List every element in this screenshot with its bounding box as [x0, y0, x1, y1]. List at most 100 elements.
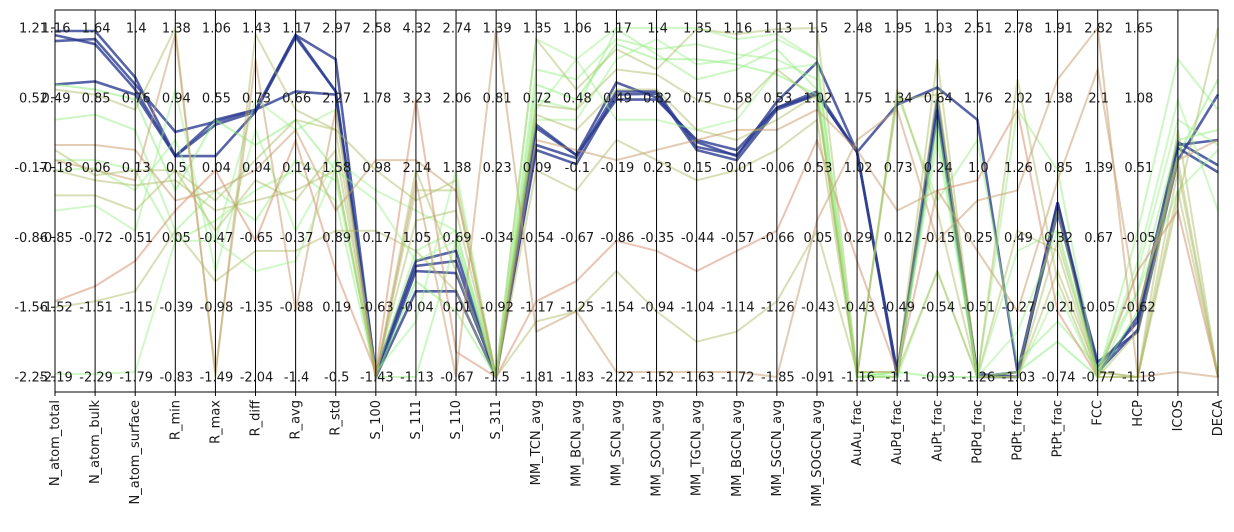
axis-22-tick-5: -0.93 — [921, 371, 955, 386]
axis-16-tick-4: -1.04 — [681, 301, 715, 316]
axis-24-tick-2: 1.26 — [1004, 161, 1033, 176]
axis-11-tick-3: -0.34 — [480, 231, 514, 246]
axis-name-14: MM_SCN_avg — [609, 400, 624, 486]
y-tick-label-3: -0.86 — [14, 231, 48, 246]
axis-name-11: S_311 — [489, 400, 504, 440]
axis-14-tick-0: 1.17 — [603, 22, 632, 37]
axis-25-tick-0: 1.91 — [1044, 22, 1073, 37]
series-line-15 — [55, 65, 1219, 378]
series-line-8 — [54, 37, 1219, 380]
axis-9-tick-4: -0.04 — [400, 301, 434, 316]
axis-9-tick-1: 3.23 — [402, 91, 431, 106]
axis-25-tick-3: 0.32 — [1044, 231, 1073, 246]
axis-14-tick-3: -0.86 — [601, 231, 635, 246]
axis-4-tick-2: 0.04 — [202, 161, 231, 176]
axis-17-tick-2: -0.01 — [721, 161, 755, 176]
axis-name-13: MM_BCN_avg — [569, 400, 584, 487]
axis-25-tick-2: 0.85 — [1044, 161, 1073, 176]
axis-7-tick-4: 0.19 — [322, 301, 351, 316]
axis-name-3: R_min — [168, 400, 183, 440]
axis-27-tick-4: -0.62 — [1122, 301, 1156, 316]
axis-19-tick-5: -0.91 — [801, 371, 835, 386]
axis-11-tick-2: 0.23 — [483, 161, 512, 176]
axis-0-tick-0: 1.16 — [42, 22, 71, 37]
series-line-12 — [54, 190, 1219, 379]
axis-0-tick-2: -0.18 — [39, 161, 73, 176]
axis-17-tick-0: 1.16 — [723, 22, 752, 37]
axis-3-tick-0: 1.38 — [162, 22, 191, 37]
axis-19-tick-1: 1.02 — [803, 91, 832, 106]
axis-16-tick-1: 0.75 — [683, 91, 712, 106]
axis-24-tick-0: 2.78 — [1004, 22, 1033, 37]
axis-5-tick-5: -2.04 — [240, 371, 274, 386]
axis-6-tick-2: 0.14 — [282, 161, 311, 176]
axis-10-tick-1: 2.06 — [443, 91, 472, 106]
axis-17-tick-4: -1.14 — [721, 301, 755, 316]
axis-20-tick-0: 2.48 — [844, 22, 873, 37]
axis-24-tick-1: 2.02 — [1004, 91, 1033, 106]
axis-12-tick-2: 0.09 — [523, 161, 552, 176]
axis-18-tick-4: -1.26 — [761, 301, 795, 316]
axis-6-tick-0: 1.17 — [282, 22, 311, 37]
axis-2-tick-3: -0.51 — [119, 231, 153, 246]
axis-17-tick-5: -1.72 — [721, 371, 755, 386]
axis-27-tick-2: 0.51 — [1124, 161, 1153, 176]
axis-12-tick-4: -1.17 — [520, 301, 554, 316]
axis-0-tick-1: 0.49 — [42, 91, 71, 106]
y-tick-label-0: 1.21 — [19, 22, 48, 37]
axis-1-tick-3: -0.72 — [79, 231, 113, 246]
axis-11-tick-5: -1.5 — [484, 371, 509, 386]
axis-name-4: R_max — [208, 400, 223, 444]
axis-1-tick-0: 1.64 — [82, 22, 111, 37]
axis-name-29: DECA — [1211, 400, 1226, 436]
series-line-17 — [55, 27, 1219, 381]
axis-name-9: S_111 — [409, 400, 424, 440]
axis-22-tick-1: 0.64 — [924, 91, 953, 106]
axis-13-tick-4: -1.25 — [561, 301, 595, 316]
axis-15-tick-4: -0.94 — [641, 301, 675, 316]
axis-0-tick-5: -2.19 — [39, 371, 73, 386]
axis-16-tick-2: 0.15 — [683, 161, 712, 176]
axis-20-tick-1: 1.75 — [844, 91, 873, 106]
axis-25-tick-1: 1.38 — [1044, 91, 1073, 106]
axis-3-tick-4: -0.39 — [159, 301, 193, 316]
axis-name-2: N_atom_surface — [128, 400, 143, 504]
axis-27-tick-0: 1.65 — [1124, 22, 1153, 37]
axis-5-tick-0: 1.43 — [242, 22, 271, 37]
axis-name-15: MM_SOCN_avg — [650, 400, 665, 497]
axis-4-tick-5: -1.49 — [200, 371, 234, 386]
axis-11-tick-4: -0.92 — [480, 301, 514, 316]
axis-1-tick-5: -2.29 — [79, 371, 113, 386]
axis-3-tick-1: 0.94 — [162, 91, 191, 106]
axis-10-tick-3: 0.69 — [443, 231, 472, 246]
axis-18-tick-3: -0.66 — [761, 231, 795, 246]
axis-name-27: HCP — [1131, 400, 1146, 427]
axis-21-tick-0: 1.95 — [884, 22, 913, 37]
axis-14-tick-1: 0.49 — [603, 91, 632, 106]
axis-21-tick-3: 0.12 — [884, 231, 913, 246]
axis-5-tick-2: 0.04 — [242, 161, 271, 176]
series-line-11 — [54, 24, 1219, 378]
axis-19-tick-3: 0.05 — [803, 231, 832, 246]
axis-26-tick-4: -0.05 — [1082, 301, 1116, 316]
axis-26-tick-5: -0.77 — [1082, 371, 1116, 386]
axis-15-tick-5: -1.52 — [641, 371, 675, 386]
axis-21-tick-5: -1.1 — [885, 371, 910, 386]
axis-26-tick-1: 2.1 — [1088, 91, 1109, 106]
axis-4-tick-3: -0.47 — [200, 231, 234, 246]
series-line-10 — [55, 68, 1219, 379]
axis-2-tick-5: -1.79 — [119, 371, 153, 386]
axis-11-tick-1: 0.81 — [483, 91, 512, 106]
axis-6-tick-3: -0.37 — [280, 231, 314, 246]
axis-0-tick-4: -1.52 — [39, 301, 73, 316]
axis-19-tick-2: 0.53 — [803, 161, 832, 176]
axis-6-tick-1: 0.66 — [282, 91, 311, 106]
y-tick-label-1: 0.52 — [19, 91, 48, 106]
axis-0-tick-3: -0.85 — [39, 231, 73, 246]
axis-name-10: S_110 — [449, 400, 464, 440]
axis-name-18: MM_SGCN_avg — [770, 400, 785, 496]
axis-name-5: R_diff — [249, 399, 264, 436]
axis-13-tick-3: -0.67 — [561, 231, 595, 246]
axis-25-tick-4: -0.21 — [1042, 301, 1076, 316]
